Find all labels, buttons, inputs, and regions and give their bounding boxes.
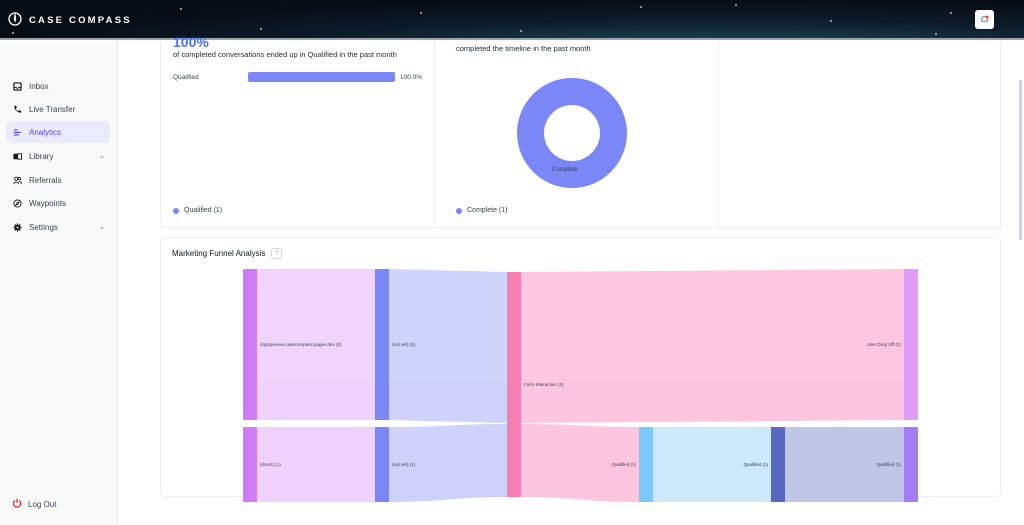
bar-label: Qualified [173, 74, 199, 81]
qualified-bar [248, 72, 395, 82]
sankey-link[interactable] [653, 427, 771, 502]
card-divider [434, 42, 435, 228]
sidebar-item-label: Library [29, 151, 54, 161]
sidebar-item-label: Referrals [29, 175, 62, 185]
timeline-donut-chart[interactable] [517, 78, 627, 188]
page-scrollbar[interactable] [1019, 80, 1022, 240]
sankey-node-direct[interactable] [243, 427, 257, 502]
brand-name: CASE COMPASS [29, 15, 132, 26]
logout-button[interactable]: Log Out [12, 498, 56, 510]
sankey-link[interactable] [389, 424, 507, 502]
phone-icon [13, 105, 22, 114]
help-icon[interactable]: ? [271, 248, 283, 259]
compass-logo-icon [7, 10, 23, 31]
funnel-title: Marketing Funnel Analysis ? [172, 248, 283, 259]
sankey-label: (direct) (1) [260, 462, 281, 467]
funnel-title-text: Marketing Funnel Analysis [172, 249, 266, 258]
marketing-funnel-sankey: dogsprevew.casecompass.pages.dev (2) (di… [243, 269, 918, 502]
brand-logo[interactable]: CASE COMPASS [7, 10, 132, 31]
sankey-label: (not set) (2) [392, 342, 416, 347]
sidebar-item-inbox[interactable]: Inbox [6, 75, 110, 97]
sankey-node-not-set[interactable] [375, 269, 389, 420]
sidebar-item-waypoints[interactable]: Waypoints [6, 192, 110, 214]
inbox-icon [13, 81, 22, 91]
sankey-label: User Drop Off (2) [867, 342, 902, 347]
sidebar-item-live-transfer[interactable]: Live Transfer [6, 98, 110, 120]
sankey-label: Qualified (1) [876, 462, 901, 467]
power-icon [12, 498, 22, 510]
timeline-card: completed the timeline in the past month… [435, 42, 718, 228]
bell-icon [980, 11, 989, 29]
legend-label: Qualified (1) [184, 207, 223, 214]
chevron-down-icon[interactable]: ⌄ [99, 224, 105, 231]
sankey-link[interactable] [257, 269, 375, 420]
sidebar-item-label: Settings [29, 222, 58, 232]
legend-dot [173, 207, 179, 214]
sankey-link[interactable] [521, 269, 904, 423]
qualified-description: of completed conversations ended up in Q… [173, 50, 397, 59]
sidebar-item-label: Waypoints [29, 198, 67, 208]
legend-label: Complete (1) [467, 207, 508, 214]
qualified-card: 100% of completed conversations ended up… [161, 34, 434, 228]
sankey-node-preview[interactable] [243, 269, 257, 420]
top-bar: CASE COMPASS [0, 0, 1024, 40]
sidebar-item-settings[interactable]: Settings ⌄ [6, 216, 110, 238]
sidebar-item-label: Live Transfer [29, 104, 76, 114]
sankey-node-qualified[interactable] [639, 427, 653, 502]
sankey-link[interactable] [257, 427, 375, 502]
notifications-button[interactable] [975, 10, 994, 29]
sankey-label: (not set) (1) [392, 462, 416, 467]
sidebar: Inbox Live Transfer Analytics Library ⌄ … [0, 42, 118, 525]
sankey-label: Qualified (1) [611, 462, 636, 467]
sankey-node-qualified[interactable] [771, 427, 785, 502]
library-icon [13, 152, 22, 161]
sidebar-item-label: Inbox [29, 81, 49, 91]
sankey-node-form-interaction[interactable] [507, 272, 521, 497]
sankey-node-user-drop-off[interactable] [904, 269, 918, 420]
donut-label: Complete [552, 167, 578, 173]
users-icon [13, 176, 22, 185]
qualified-percentage: 100% [173, 34, 209, 50]
timeline-legend[interactable]: Complete (1) [456, 207, 507, 214]
sidebar-item-analytics[interactable]: Analytics [6, 121, 110, 143]
card-divider [718, 42, 719, 228]
bar-value: 100.0% [400, 74, 423, 81]
gear-icon [13, 222, 22, 232]
sidebar-item-referrals[interactable]: Referrals [6, 169, 110, 191]
compass-icon [13, 198, 22, 208]
qualified-legend[interactable]: Qualified (1) [173, 207, 222, 214]
sidebar-item-library[interactable]: Library ⌄ [6, 145, 110, 167]
sankey-node-not-set[interactable] [375, 427, 389, 502]
logout-label: Log Out [28, 499, 57, 509]
sankey-link[interactable] [521, 424, 639, 502]
sankey-link[interactable] [785, 427, 904, 502]
analytics-main: 100% of completed conversations ended up… [119, 34, 1024, 525]
sankey-label: Qualified (1) [743, 462, 768, 467]
sidebar-item-label: Analytics [29, 127, 62, 137]
timeline-description: completed the timeline in the past month [456, 44, 591, 53]
legend-dot [456, 207, 462, 214]
sankey-label: dogsprevew.casecompass.pages.dev (2) [260, 342, 342, 347]
chevron-down-icon[interactable]: ⌄ [99, 153, 105, 160]
sankey-label: Form Interaction (3) [524, 382, 564, 387]
sankey-link[interactable] [389, 269, 507, 423]
sankey-node-qualified[interactable] [904, 427, 918, 502]
analytics-icon [13, 128, 22, 137]
